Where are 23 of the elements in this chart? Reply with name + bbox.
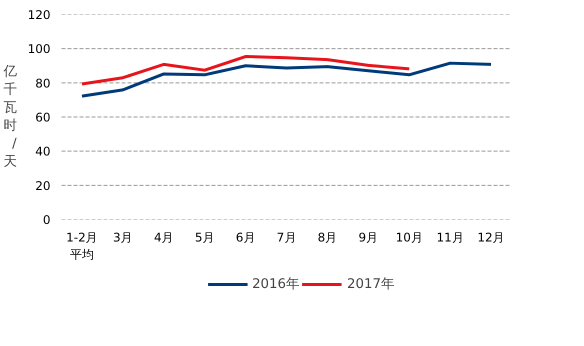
y-axis-title: 亿千瓦时/天 (2, 64, 18, 170)
x-tick-label: 11月 (436, 230, 464, 244)
x-tick-label: 10月 (396, 230, 423, 244)
x-tick-label: 8月 (318, 230, 338, 244)
y-tick-label: 100 (28, 42, 50, 56)
line-series (80, 62, 493, 98)
x-tick-label: 3月 (113, 230, 133, 244)
y-tick-label: 20 (35, 178, 51, 193)
x-tick-label: 9月 (358, 230, 378, 244)
y-tick-label: 40 (35, 144, 51, 159)
y-tick-label: 0 (42, 213, 51, 227)
x-tick-label: 7月 (276, 230, 296, 244)
line-series (80, 55, 411, 86)
legend-label: 2016年 (252, 276, 299, 293)
y-tick-label: 120 (28, 8, 50, 22)
y-tick-label: 60 (35, 110, 51, 124)
y-tick-label: 80 (35, 76, 51, 90)
x-tick-label: 4月 (154, 230, 174, 244)
legend-label: 2017年 (347, 276, 394, 293)
x-tick-label: 6月 (236, 230, 256, 244)
x-tick-label: 5月 (194, 230, 215, 244)
x-tick-label: 12月 (477, 230, 505, 244)
x-tick-label: 1-2月平均 (66, 230, 98, 262)
